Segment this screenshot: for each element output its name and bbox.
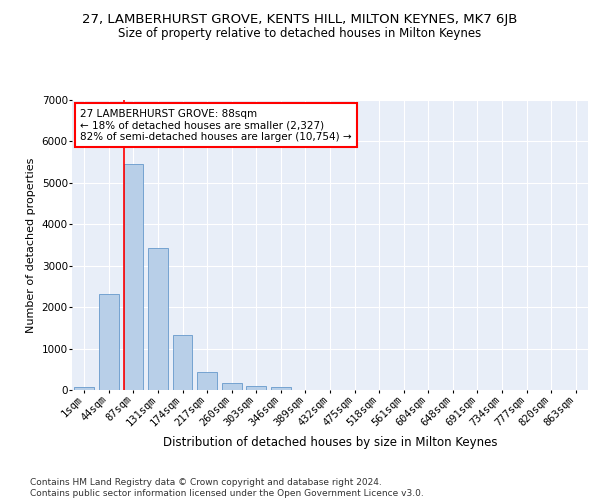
- Y-axis label: Number of detached properties: Number of detached properties: [26, 158, 36, 332]
- Bar: [247, 386, 266, 390]
- Bar: [99, 294, 119, 390]
- Bar: [74, 387, 94, 390]
- Bar: [124, 164, 143, 390]
- Text: 27 LAMBERHURST GROVE: 88sqm
← 18% of detached houses are smaller (2,327)
82% of : 27 LAMBERHURST GROVE: 88sqm ← 18% of det…: [80, 108, 352, 142]
- Bar: [148, 248, 168, 390]
- Bar: [222, 383, 242, 390]
- Bar: [173, 336, 193, 390]
- Text: Contains HM Land Registry data © Crown copyright and database right 2024.
Contai: Contains HM Land Registry data © Crown c…: [30, 478, 424, 498]
- Bar: [271, 388, 290, 390]
- X-axis label: Distribution of detached houses by size in Milton Keynes: Distribution of detached houses by size …: [163, 436, 497, 449]
- Text: Size of property relative to detached houses in Milton Keynes: Size of property relative to detached ho…: [118, 28, 482, 40]
- Bar: [197, 372, 217, 390]
- Text: 27, LAMBERHURST GROVE, KENTS HILL, MILTON KEYNES, MK7 6JB: 27, LAMBERHURST GROVE, KENTS HILL, MILTO…: [82, 12, 518, 26]
